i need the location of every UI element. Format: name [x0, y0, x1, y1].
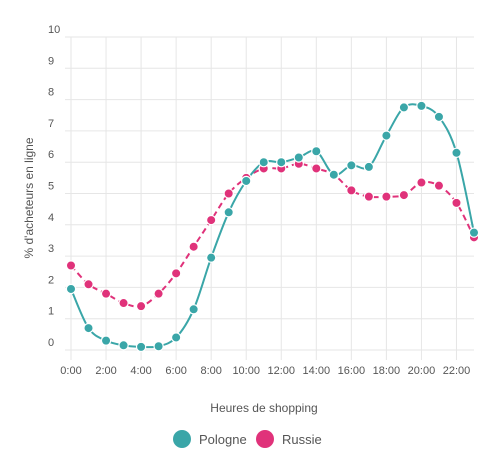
y-tick-label: 6	[48, 149, 54, 161]
data-point-pologne[interactable]	[135, 341, 147, 353]
y-tick-label: 5	[48, 181, 54, 193]
data-point-russie[interactable]	[153, 288, 164, 299]
legend-marker-russie	[256, 430, 274, 448]
grid	[65, 36, 474, 360]
data-point-russie[interactable]	[65, 260, 77, 271]
data-point-russie[interactable]	[188, 241, 199, 252]
data-point-russie[interactable]	[451, 197, 462, 209]
data-point-pologne[interactable]	[416, 100, 427, 112]
x-tick-label: 10:00	[232, 365, 260, 377]
data-point-pologne[interactable]	[276, 156, 287, 168]
x-tick-label: 4:00	[130, 365, 151, 377]
data-point-russie[interactable]	[311, 163, 322, 174]
data-point-russie[interactable]	[100, 288, 112, 299]
data-point-pologne[interactable]	[205, 252, 217, 263]
legend-label-pologne: Pologne	[199, 432, 247, 447]
y-tick-label: 7	[48, 118, 54, 130]
x-axis-title: Heures de shopping	[210, 401, 317, 415]
series-line-pologne	[70, 103, 475, 349]
data-point-russie[interactable]	[205, 214, 217, 226]
x-tick-label: 6:00	[165, 365, 186, 377]
series-line-russie	[70, 162, 475, 308]
data-point-russie[interactable]	[118, 297, 129, 309]
data-point-russie[interactable]	[416, 177, 427, 188]
data-point-pologne[interactable]	[65, 283, 77, 295]
x-tick-label: 2:00	[95, 365, 116, 377]
x-tick-label: 14:00	[303, 365, 331, 377]
data-point-pologne[interactable]	[100, 335, 112, 346]
data-point-pologne[interactable]	[188, 304, 199, 315]
x-tick-label: 22:00	[443, 365, 471, 377]
legend-item-pologne[interactable]: Pologne	[173, 430, 247, 448]
data-point-russie[interactable]	[433, 180, 445, 191]
data-point-pologne[interactable]	[451, 147, 462, 159]
series-lines	[70, 103, 475, 349]
y-axis-ticks: 0 1 2 3 4 5 6 7 8 9 10	[48, 24, 60, 349]
data-point-pologne[interactable]	[223, 207, 234, 218]
data-point-russie[interactable]	[83, 279, 94, 290]
y-tick-label: 4	[48, 212, 54, 224]
x-tick-label: 12:00	[267, 365, 295, 377]
y-tick-label: 3	[48, 243, 54, 255]
y-tick-label: 8	[48, 87, 54, 99]
y-tick-label: 0	[48, 337, 54, 349]
data-point-pologne[interactable]	[433, 111, 445, 123]
data-point-pologne[interactable]	[468, 227, 480, 238]
data-point-russie[interactable]	[398, 189, 410, 201]
data-point-pologne[interactable]	[258, 156, 269, 168]
data-point-pologne[interactable]	[170, 332, 182, 343]
data-point-pologne[interactable]	[241, 175, 252, 187]
data-point-pologne[interactable]	[328, 169, 340, 180]
data-point-russie[interactable]	[135, 300, 147, 312]
data-point-pologne[interactable]	[381, 130, 392, 141]
y-tick-label: 9	[48, 55, 54, 67]
y-tick-label: 10	[48, 24, 60, 36]
x-axis-ticks: 0:00 2:00 4:00 6:00 8:00 10:00 12:00 14:00 16:00…	[60, 365, 470, 377]
legend-marker-pologne	[173, 430, 191, 448]
legend-item-russie[interactable]: Russie	[256, 430, 322, 448]
legend-label-russie: Russie	[282, 432, 322, 447]
legend[interactable]: Pologne Russie	[173, 430, 322, 448]
data-point-russie[interactable]	[381, 191, 392, 202]
x-tick-label: 0:00	[60, 365, 81, 377]
data-point-pologne[interactable]	[398, 102, 410, 113]
data-point-russie[interactable]	[363, 191, 375, 202]
y-tick-label: 1	[48, 306, 54, 318]
x-tick-label: 18:00	[373, 365, 401, 377]
data-point-russie[interactable]	[170, 268, 182, 279]
x-tick-label: 16:00	[338, 365, 366, 377]
series-points	[65, 100, 480, 353]
data-point-pologne[interactable]	[83, 322, 94, 334]
data-point-pologne[interactable]	[311, 146, 322, 157]
data-point-pologne[interactable]	[118, 340, 129, 351]
data-point-pologne[interactable]	[346, 160, 357, 171]
data-point-russie[interactable]	[346, 185, 357, 196]
x-tick-label: 20:00	[408, 365, 436, 377]
data-point-pologne[interactable]	[363, 161, 375, 173]
data-point-pologne[interactable]	[293, 152, 304, 163]
y-axis-title: % d'acheteurs en ligne	[22, 137, 36, 258]
y-tick-label: 2	[48, 274, 54, 286]
x-tick-label: 8:00	[200, 365, 221, 377]
data-point-russie[interactable]	[223, 188, 234, 199]
data-point-pologne[interactable]	[153, 341, 164, 352]
